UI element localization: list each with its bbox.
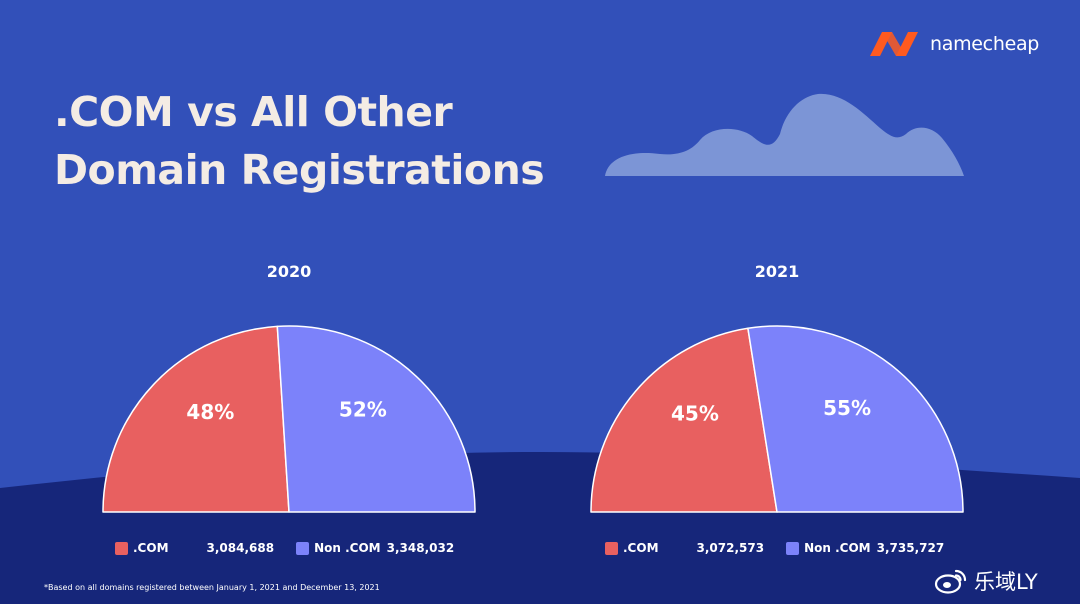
- page-title-line-2: Domain Registrations: [54, 146, 545, 194]
- legend-value-com-2020: 3,084,688: [206, 541, 275, 555]
- percent-label-non-com-2020: 52%: [339, 398, 387, 422]
- chart-2021-legend: .COM 3,072,573 Non .COM 3,735,727: [605, 541, 944, 555]
- weibo-watermark: 乐域LY: [934, 566, 1038, 596]
- non-com-swatch: [786, 541, 800, 555]
- percent-label-com-2021: 45%: [671, 401, 719, 425]
- slice-com-2020: [102, 325, 290, 513]
- legend-label-com: .COM: [133, 541, 169, 555]
- com-swatch: [605, 541, 618, 555]
- com-swatch: [115, 541, 128, 555]
- cloud-decoration: [605, 93, 964, 176]
- namecheap-n-icon: [870, 32, 918, 56]
- slice-non-com-2020: [276, 325, 476, 513]
- namecheap-logo: namecheap: [868, 28, 1039, 60]
- legend-value-non-com-2020: 3,348,032: [386, 541, 455, 555]
- weibo-icon: [934, 569, 967, 594]
- brand-name: namecheap: [930, 33, 1040, 55]
- percent-label-com-2020: 48%: [186, 400, 234, 424]
- footnote: *Based on all domains registered between…: [44, 583, 380, 592]
- legend-label-non-com: Non .COM: [314, 541, 381, 555]
- percent-label-non-com-2021: 55%: [823, 396, 871, 420]
- slice-non-com-2021: [747, 325, 964, 513]
- legend-value-com-2021: 3,072,573: [696, 541, 765, 555]
- legend-value-non-com-2021: 3,735,727: [876, 541, 945, 555]
- slice-com-2021: [590, 327, 778, 513]
- watermark-text: 乐域LY: [974, 570, 1038, 594]
- chart-2020-title: 2020: [266, 262, 312, 281]
- chart-2021-title: 2021: [754, 262, 800, 281]
- page-title-line-1: .COM vs All Other: [54, 88, 453, 136]
- legend-label-non-com: Non .COM: [804, 541, 871, 555]
- non-com-swatch: [296, 541, 310, 555]
- chart-2020-legend: .COM 3,084,688 Non .COM 3,348,032: [115, 541, 454, 555]
- legend-label-com: .COM: [623, 541, 659, 555]
